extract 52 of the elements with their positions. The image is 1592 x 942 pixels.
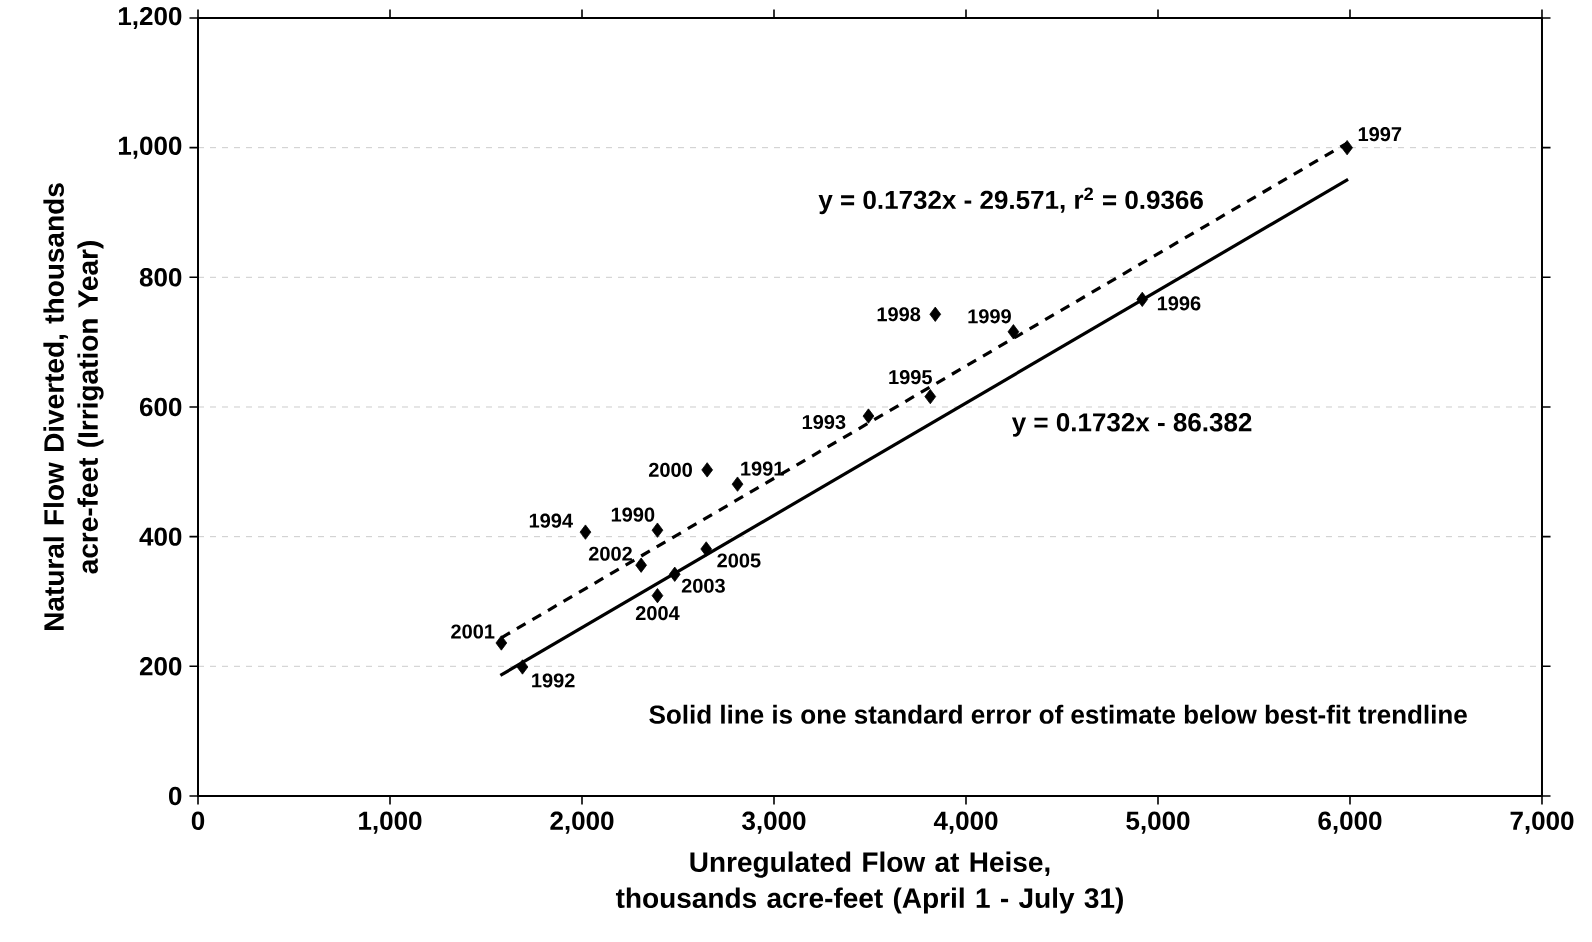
point xyxy=(700,541,713,557)
annotation: 2004 xyxy=(635,606,680,621)
point xyxy=(516,659,529,675)
annotation: y = 0.1732x - 86.382 xyxy=(1011,413,1252,437)
annotation: y = 0.1732x - 29.571, r$^{2}$ = 0.9366 xyxy=(818,187,1203,215)
point xyxy=(651,522,664,538)
y-tick-label: 1,200 xyxy=(118,6,182,30)
point xyxy=(701,462,713,478)
x-tick-label: 6,000 xyxy=(1318,811,1382,834)
point xyxy=(495,635,508,651)
point xyxy=(1007,324,1020,340)
x-tick-label: 1,000 xyxy=(359,811,422,834)
annotation: Solid line is one standard error of estimate below best-fit trendline xyxy=(649,704,1467,724)
point xyxy=(731,476,744,492)
annotation: 2003 xyxy=(681,578,725,593)
point xyxy=(635,557,647,573)
point xyxy=(862,408,875,424)
annotation: 1999 xyxy=(968,309,1011,324)
y-axis-title: Natural Flow Diverted, thousands acre-feet (Irrigation Year) xyxy=(43,183,104,630)
x-axis-title: Unregulated Flow at Heise, thousands acre-feet (April 1 - July 31) xyxy=(615,851,1123,914)
point xyxy=(1341,140,1353,156)
x-tick-label: 0 xyxy=(191,811,205,830)
x-tick-label: 7,000 xyxy=(1510,811,1574,834)
x-tick-label: 2,000 xyxy=(550,811,614,834)
annotation: 1996 xyxy=(1157,296,1201,311)
point xyxy=(651,588,664,604)
y-tick-label: 400 xyxy=(139,527,182,546)
annotation: 2001 xyxy=(451,624,495,639)
y-tick-label: 0 xyxy=(168,786,182,806)
point xyxy=(929,306,942,322)
annotation: 1992 xyxy=(532,673,575,688)
y-tick-label: 800 xyxy=(139,268,182,287)
annotation: 2005 xyxy=(717,553,761,568)
point xyxy=(924,389,937,405)
y-tick-label: 200 xyxy=(139,657,182,676)
annotation: 1994 xyxy=(529,513,573,528)
annotation: 1991 xyxy=(741,461,784,476)
x-tick-label: 4,000 xyxy=(933,811,998,834)
point xyxy=(668,566,681,582)
annotation: 1997 xyxy=(1358,127,1402,142)
x-tick-label: 3,000 xyxy=(742,811,806,834)
point xyxy=(579,524,592,540)
annotation: 1993 xyxy=(802,414,846,430)
annotation: 2002 xyxy=(588,546,632,561)
annotation: 1990 xyxy=(611,507,655,522)
annotation: 1995 xyxy=(889,370,932,385)
x-tick-label: 5,000 xyxy=(1126,811,1190,834)
point xyxy=(1136,291,1149,307)
y-tick-label: 1,000 xyxy=(118,136,182,159)
annotation: 2000 xyxy=(648,462,692,477)
y-tick-label: 600 xyxy=(139,397,182,417)
annotation: 1998 xyxy=(877,307,921,322)
